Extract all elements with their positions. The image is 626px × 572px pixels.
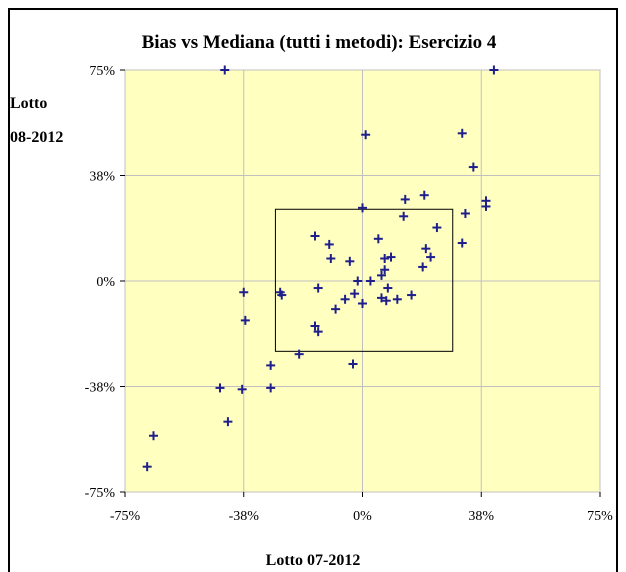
data-point xyxy=(399,211,409,221)
data-point xyxy=(277,290,287,300)
data-point xyxy=(266,383,276,393)
data-point xyxy=(142,462,152,472)
data-point xyxy=(324,239,334,249)
data-point xyxy=(380,265,390,275)
chart-frame: Bias vs Mediana (tutti i metodi): Eserci… xyxy=(8,8,618,572)
y-tick-label: 0% xyxy=(96,275,115,290)
data-point xyxy=(294,349,304,359)
data-point xyxy=(481,201,491,211)
data-point xyxy=(426,252,436,262)
data-point xyxy=(392,294,402,304)
data-point xyxy=(418,262,428,272)
data-point xyxy=(345,256,355,266)
data-point xyxy=(358,299,367,309)
data-point xyxy=(377,270,386,280)
data-point xyxy=(313,283,323,293)
data-point xyxy=(432,223,442,233)
data-point xyxy=(489,65,499,75)
data-point xyxy=(348,359,358,369)
data-point xyxy=(377,293,386,303)
reference-box xyxy=(274,208,454,352)
data-point xyxy=(340,294,350,304)
data-point xyxy=(457,238,467,248)
data-point xyxy=(365,276,375,286)
data-point xyxy=(215,383,225,393)
data-point xyxy=(149,431,158,441)
data-point xyxy=(383,283,393,293)
y-axis-title-line-2: 08-2012 xyxy=(10,129,63,146)
data-point xyxy=(326,253,336,263)
data-point xyxy=(331,304,341,314)
data-points xyxy=(142,65,499,472)
data-point xyxy=(419,190,429,200)
data-point xyxy=(380,253,390,263)
data-point xyxy=(266,360,276,370)
data-point xyxy=(240,315,250,325)
data-point xyxy=(223,417,233,427)
data-point xyxy=(361,130,371,140)
y-tick-label: -75% xyxy=(85,486,116,501)
x-tick-label: 38% xyxy=(468,509,494,524)
y-tick-label: 75% xyxy=(89,64,115,79)
x-tick-label: -75% xyxy=(110,509,141,524)
y-tick-label: 38% xyxy=(89,170,115,185)
data-point xyxy=(421,244,431,254)
y-tick-label: -38% xyxy=(85,381,116,396)
data-point xyxy=(457,128,467,138)
data-point xyxy=(386,252,396,262)
data-point xyxy=(310,231,320,241)
data-point xyxy=(358,203,367,213)
tick-labels: -75% -38% 0% 38% 75% 75% 38% 0% -38% -75% xyxy=(85,64,613,524)
data-point xyxy=(460,208,470,218)
y-axis-title-line-1: Lotto xyxy=(10,95,47,112)
data-point xyxy=(353,276,363,286)
x-tick-label: -38% xyxy=(229,509,260,524)
x-axis-title: Lotto 07-2012 xyxy=(266,552,361,569)
data-point xyxy=(313,327,323,337)
data-point xyxy=(350,289,360,299)
chart-title: Bias vs Mediana (tutti i metodi): Eserci… xyxy=(142,32,497,53)
x-tick-label: 0% xyxy=(353,509,372,524)
data-point xyxy=(373,234,383,244)
chart-svg: Bias vs Mediana (tutti i metodi): Eserci… xyxy=(10,32,613,569)
data-point xyxy=(407,290,417,300)
x-tick-label: 75% xyxy=(587,509,613,524)
data-point xyxy=(239,287,249,297)
data-point xyxy=(220,65,230,75)
data-point xyxy=(400,194,410,204)
data-point xyxy=(237,384,247,394)
data-point xyxy=(381,296,391,306)
data-point xyxy=(468,162,478,172)
data-point xyxy=(310,321,320,331)
